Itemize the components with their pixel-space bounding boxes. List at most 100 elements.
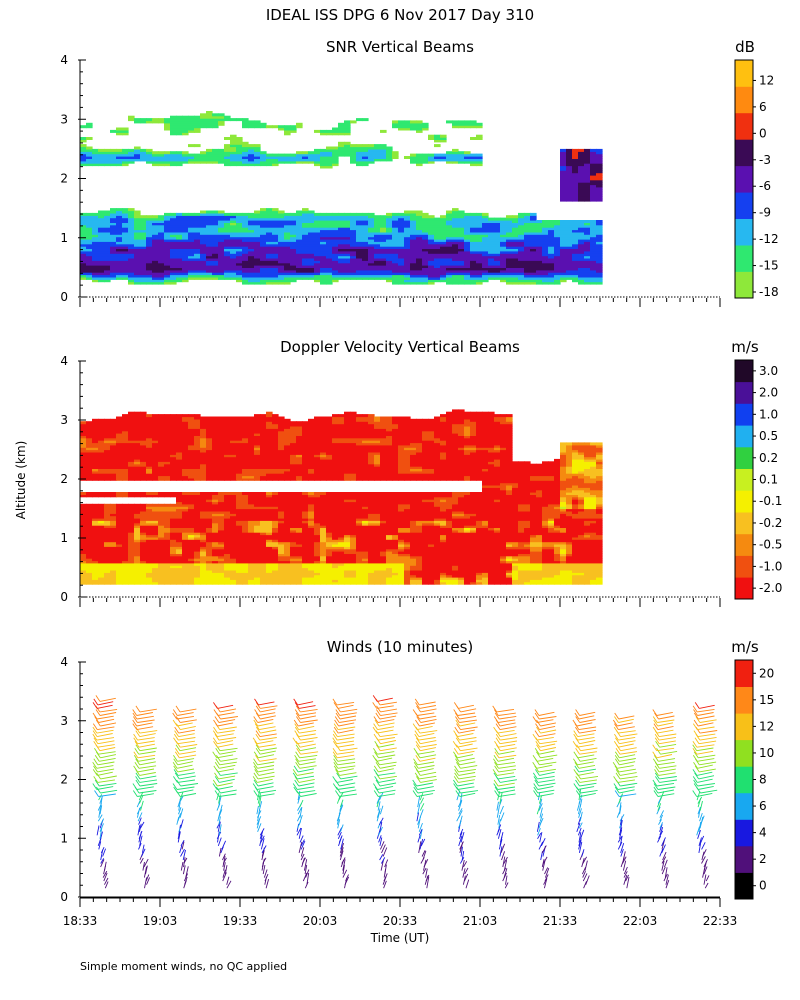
heatmap-cell	[440, 255, 447, 259]
heatmap-cell	[242, 222, 249, 226]
heatmap-cell	[206, 215, 213, 219]
heatmap-cell	[392, 276, 399, 280]
heatmap-cell	[572, 148, 579, 152]
heatmap-cell	[170, 414, 177, 418]
heatmap-cell	[134, 461, 141, 465]
heatmap-cell	[134, 517, 141, 521]
heatmap-cell	[92, 250, 99, 254]
heatmap-cell	[164, 470, 171, 474]
heatmap-cell	[596, 222, 603, 226]
heatmap-cell	[218, 435, 225, 439]
heatmap-cell	[92, 425, 99, 429]
heatmap-cell	[188, 416, 195, 420]
heatmap-cell	[224, 466, 231, 469]
heatmap-cell	[422, 231, 429, 235]
heatmap-cell	[428, 137, 435, 140]
heatmap-cell	[182, 522, 189, 526]
heatmap-cell	[80, 248, 87, 252]
heatmap-cell	[200, 470, 207, 474]
heatmap-cell	[344, 148, 351, 152]
heatmap-cell	[188, 118, 195, 122]
heatmap-cell	[152, 423, 159, 427]
heatmap-cell	[110, 246, 117, 249]
heatmap-cell	[122, 510, 129, 514]
heatmap-cell	[266, 153, 273, 157]
heatmap-cell	[452, 267, 459, 271]
heatmap-cell	[590, 224, 597, 228]
heatmap-cell	[452, 217, 459, 221]
heatmap-cell	[458, 262, 465, 266]
heatmap-cell	[116, 541, 123, 545]
colorbar-swatch	[735, 271, 753, 299]
heatmap-cell	[200, 546, 207, 550]
heatmap-cell	[464, 217, 471, 221]
heatmap-cell	[242, 227, 249, 231]
heatmap-cell	[176, 435, 183, 439]
heatmap-cell	[488, 276, 495, 280]
colorbar-unit-winds: m/s	[731, 638, 759, 656]
heatmap-cell	[452, 224, 459, 228]
heatmap-cell	[284, 227, 291, 231]
heatmap-cell	[254, 257, 261, 261]
heatmap-cell	[110, 513, 117, 517]
heatmap-cell	[152, 260, 159, 264]
heatmap-cell	[590, 160, 597, 164]
heatmap-cell	[542, 269, 549, 273]
heatmap-cell	[110, 231, 117, 235]
heatmap-cell	[170, 250, 177, 254]
heatmap-cell	[338, 222, 345, 226]
heatmap-cell	[98, 565, 105, 569]
heatmap-cell	[152, 416, 159, 420]
heatmap-cell	[554, 260, 561, 264]
heatmap-cell	[296, 243, 303, 247]
heatmap-cell	[476, 248, 483, 252]
heatmap-cell	[164, 581, 171, 585]
heatmap-cell	[218, 560, 225, 564]
heatmap-cell	[134, 243, 141, 247]
heatmap-cell	[584, 158, 591, 162]
heatmap-cell	[320, 248, 327, 252]
heatmap-cell	[146, 539, 153, 543]
heatmap-cell	[188, 122, 195, 126]
heatmap-cell	[536, 262, 543, 266]
heatmap-cell	[332, 246, 339, 249]
heatmap-cell	[182, 565, 189, 569]
heatmap-cell	[560, 151, 567, 155]
heatmap-cell	[146, 227, 153, 231]
heatmap-cell	[176, 463, 183, 467]
heatmap-cell	[128, 506, 135, 510]
heatmap-cell	[344, 129, 351, 133]
heatmap-cell	[326, 156, 333, 159]
heatmap-cell	[152, 433, 159, 436]
heatmap-cell	[170, 125, 177, 129]
heatmap-cell	[146, 156, 153, 159]
heatmap-cell	[350, 257, 357, 261]
heatmap-cell	[212, 477, 219, 481]
heatmap-cell	[320, 220, 327, 223]
heatmap-cell	[206, 253, 213, 257]
heatmap-cell	[326, 212, 333, 216]
heatmap-cell	[86, 562, 93, 566]
heatmap-cell	[500, 246, 507, 249]
heatmap-cell	[368, 248, 375, 252]
heatmap-cell	[548, 279, 555, 283]
heatmap-cell	[128, 428, 135, 432]
heatmap-cell	[122, 548, 129, 552]
heatmap-cell	[128, 246, 135, 249]
heatmap-cell	[380, 215, 387, 219]
heatmap-cell	[458, 236, 465, 240]
heatmap-cell	[200, 520, 207, 524]
heatmap-cell	[152, 163, 159, 167]
heatmap-cell	[218, 217, 225, 221]
heatmap-cell	[80, 470, 87, 474]
heatmap-cell	[332, 248, 339, 252]
heatmap-cell	[146, 423, 153, 427]
heatmap-cell	[542, 274, 549, 278]
heatmap-cell	[176, 276, 183, 280]
heatmap-cell	[212, 243, 219, 247]
heatmap-cell	[554, 267, 561, 271]
heatmap-cell	[212, 435, 219, 439]
heatmap-cell	[170, 217, 177, 221]
heatmap-cell	[416, 257, 423, 261]
heatmap-cell	[494, 222, 501, 226]
